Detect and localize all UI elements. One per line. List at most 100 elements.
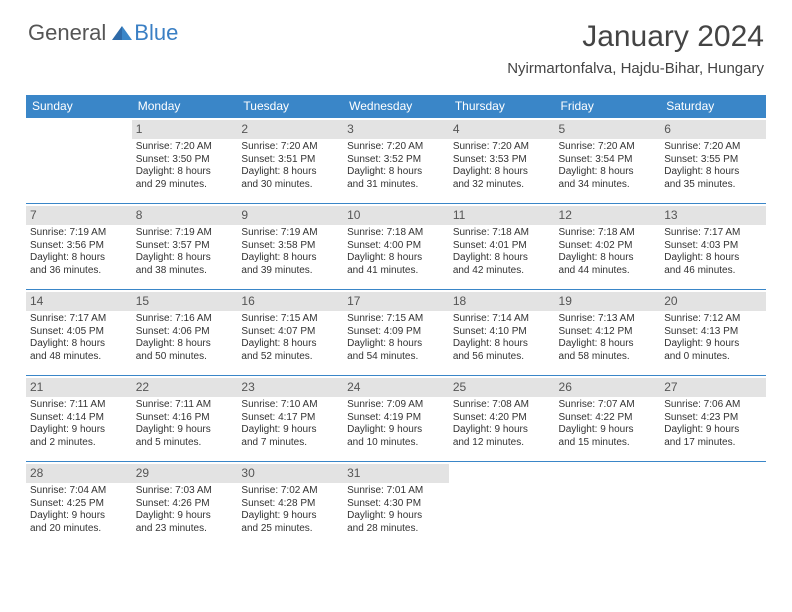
daylight-text: and 12 minutes. [453,437,551,450]
day-cell: 9Sunrise: 7:19 AMSunset: 3:58 PMDaylight… [237,204,343,290]
day-number: 16 [237,292,343,311]
sunrise-text: Sunrise: 7:08 AM [453,399,551,412]
daylight-text: Daylight: 8 hours [559,252,657,265]
daylight-text: Daylight: 8 hours [241,338,339,351]
sunset-text: Sunset: 3:54 PM [559,154,657,167]
sunset-text: Sunset: 4:07 PM [241,326,339,339]
sunset-text: Sunset: 4:02 PM [559,240,657,253]
day-cell: 17Sunrise: 7:15 AMSunset: 4:09 PMDayligh… [343,290,449,376]
day-cell: 10Sunrise: 7:18 AMSunset: 4:00 PMDayligh… [343,204,449,290]
day-cell [660,462,766,548]
day-header: Monday [132,95,238,118]
day-cell: 16 Sunrise: 7:15 AMSunset: 4:07 PMDayligh… [237,290,343,376]
daylight-text: Daylight: 9 hours [453,424,551,437]
logo: General Blue [28,20,178,46]
sunset-text: Sunset: 3:52 PM [347,154,445,167]
week-row: 7Sunrise: 7:19 AMSunset: 3:56 PMDaylight… [26,204,766,290]
day-cell: 6Sunrise: 7:20 AMSunset: 3:55 PMDaylight… [660,118,766,204]
daylight-text: and 42 minutes. [453,265,551,278]
sunset-text: Sunset: 3:57 PM [136,240,234,253]
daylight-text: Daylight: 8 hours [453,252,551,265]
daylight-text: Daylight: 9 hours [347,424,445,437]
day-cell: 19Sunrise: 7:13 AMSunset: 4:12 PMDayligh… [555,290,661,376]
sunrise-text: Sunrise: 7:15 AM [241,313,339,326]
sunrise-text: Sunrise: 7:20 AM [347,141,445,154]
sunset-text: Sunset: 3:50 PM [136,154,234,167]
daylight-text: Daylight: 8 hours [136,166,234,179]
sunrise-text: Sunrise: 7:20 AM [453,141,551,154]
daylight-text: and 15 minutes. [559,437,657,450]
day-cell: 12Sunrise: 7:18 AMSunset: 4:02 PMDayligh… [555,204,661,290]
daylight-text: and 23 minutes. [136,523,234,536]
daylight-text: Daylight: 8 hours [241,166,339,179]
day-cell: 5Sunrise: 7:20 AMSunset: 3:54 PMDaylight… [555,118,661,204]
week-row: 28Sunrise: 7:04 AMSunset: 4:25 PMDayligh… [26,462,766,548]
day-number: 14 [26,292,132,311]
day-cell: 29Sunrise: 7:03 AMSunset: 4:26 PMDayligh… [132,462,238,548]
daylight-text: and 10 minutes. [347,437,445,450]
daylight-text: and 32 minutes. [453,179,551,192]
day-number: 1 [132,120,238,139]
week-row: 14Sunrise: 7:17 AMSunset: 4:05 PMDayligh… [26,290,766,376]
day-number: 2 [237,120,343,139]
sunrise-text: Sunrise: 7:20 AM [241,141,339,154]
day-cell [26,118,132,204]
sunset-text: Sunset: 4:03 PM [664,240,762,253]
sunset-text: Sunset: 3:58 PM [241,240,339,253]
day-cell: 26Sunrise: 7:07 AMSunset: 4:22 PMDayligh… [555,376,661,462]
daylight-text: and 29 minutes. [136,179,234,192]
daylight-text: and 30 minutes. [241,179,339,192]
sunset-text: Sunset: 4:14 PM [30,412,128,425]
sunset-text: Sunset: 4:05 PM [30,326,128,339]
sunrise-text: Sunrise: 7:07 AM [559,399,657,412]
day-cell: 4Sunrise: 7:20 AMSunset: 3:53 PMDaylight… [449,118,555,204]
daylight-text: and 34 minutes. [559,179,657,192]
sunset-text: Sunset: 4:23 PM [664,412,762,425]
calendar-table: Sunday Monday Tuesday Wednesday Thursday… [26,95,766,548]
day-number: 21 [26,378,132,397]
day-cell: 28Sunrise: 7:04 AMSunset: 4:25 PMDayligh… [26,462,132,548]
week-row: 21Sunrise: 7:11 AMSunset: 4:14 PMDayligh… [26,376,766,462]
daylight-text: Daylight: 9 hours [347,510,445,523]
day-number: 8 [132,206,238,225]
daylight-text: and 38 minutes. [136,265,234,278]
day-header: Thursday [449,95,555,118]
daylight-text: Daylight: 8 hours [664,166,762,179]
calendar-body: 1Sunrise: 7:20 AMSunset: 3:50 PMDaylight… [26,118,766,548]
sunrise-text: Sunrise: 7:01 AM [347,485,445,498]
day-number: 17 [343,292,449,311]
day-number: 19 [555,292,661,311]
day-cell [449,462,555,548]
daylight-text: Daylight: 8 hours [30,252,128,265]
sunset-text: Sunset: 4:13 PM [664,326,762,339]
sunrise-text: Sunrise: 7:06 AM [664,399,762,412]
day-number: 24 [343,378,449,397]
sunset-text: Sunset: 4:20 PM [453,412,551,425]
sunrise-text: Sunrise: 7:11 AM [136,399,234,412]
daylight-text: Daylight: 9 hours [241,510,339,523]
daylight-text: and 2 minutes. [30,437,128,450]
day-number: 10 [343,206,449,225]
daylight-text: and 17 minutes. [664,437,762,450]
sunrise-text: Sunrise: 7:19 AM [241,227,339,240]
day-cell: 25 Sunrise: 7:08 AMSunset: 4:20 PMDayligh… [449,376,555,462]
daylight-text: Daylight: 9 hours [664,338,762,351]
sunset-text: Sunset: 4:28 PM [241,498,339,511]
header: General Blue January 2024 Nyirmartonfalv… [0,0,792,85]
day-number: 3 [343,120,449,139]
day-number: 4 [449,120,555,139]
day-cell: 24Sunrise: 7:09 AMSunset: 4:19 PMDayligh… [343,376,449,462]
day-cell: 3Sunrise: 7:20 AMSunset: 3:52 PMDaylight… [343,118,449,204]
sunrise-text: Sunrise: 7:17 AM [30,313,128,326]
day-header: Saturday [660,95,766,118]
daylight-text: Daylight: 8 hours [30,338,128,351]
day-number: 29 [132,464,238,483]
sunset-text: Sunset: 4:30 PM [347,498,445,511]
daylight-text: Daylight: 8 hours [453,338,551,351]
sunset-text: Sunset: 4:25 PM [30,498,128,511]
daylight-text: and 31 minutes. [347,179,445,192]
week-row: 1Sunrise: 7:20 AMSunset: 3:50 PMDaylight… [26,118,766,204]
sunrise-text: Sunrise: 7:11 AM [30,399,128,412]
day-number: 25 [449,378,555,397]
sunset-text: Sunset: 3:53 PM [453,154,551,167]
